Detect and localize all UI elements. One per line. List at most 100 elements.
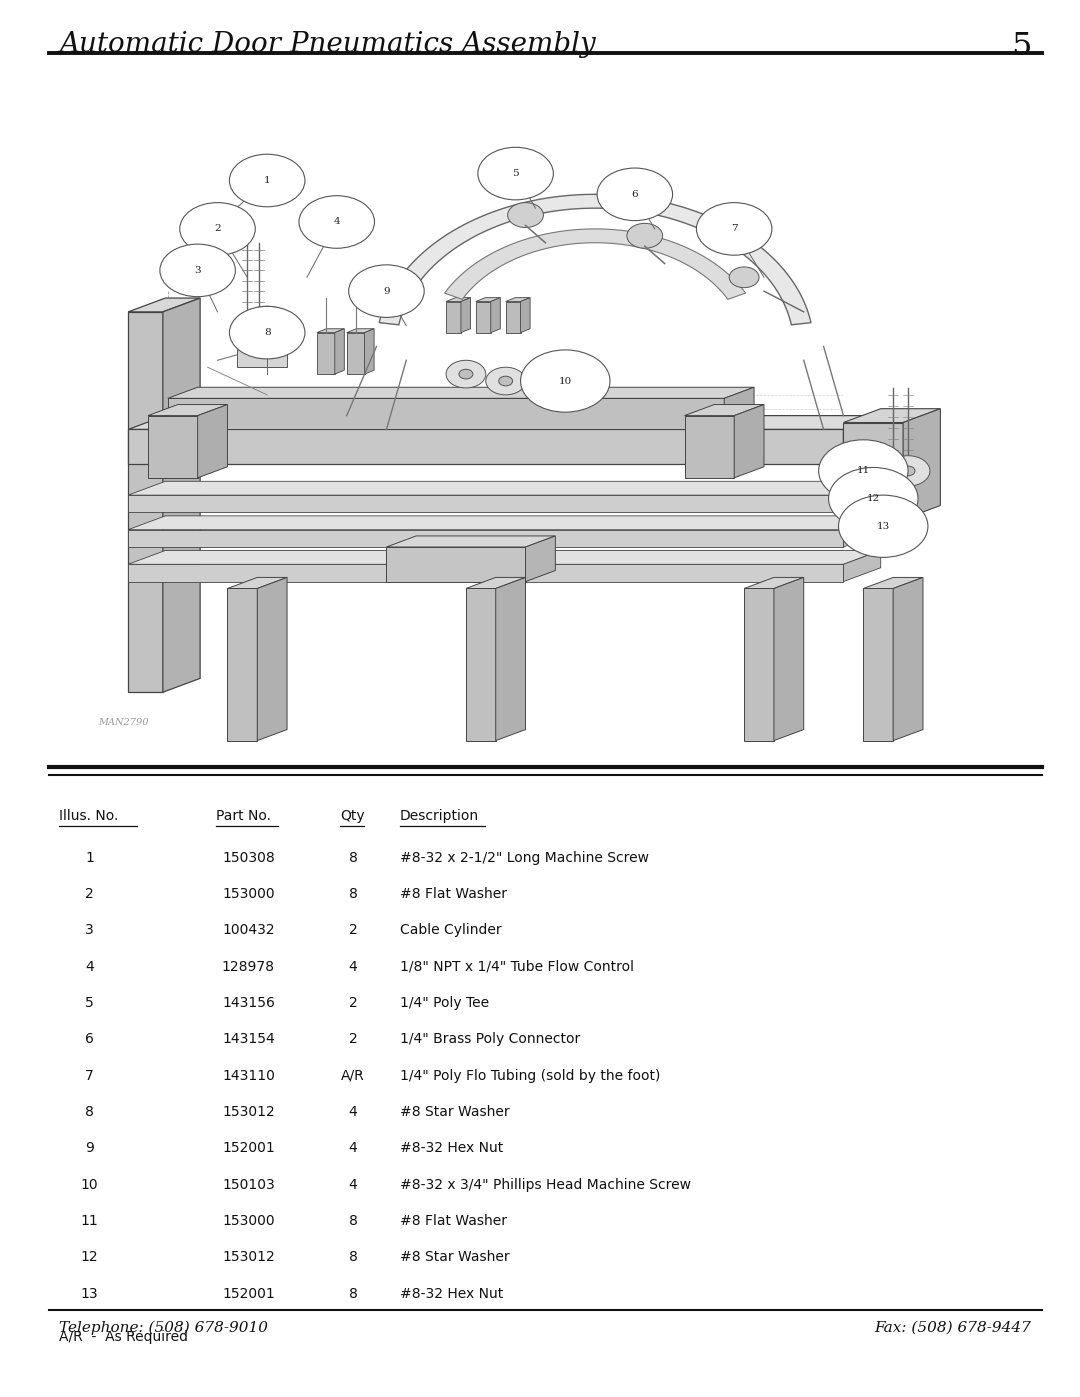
Text: #8 Flat Washer: #8 Flat Washer (400, 1214, 507, 1228)
Text: 8: 8 (349, 1250, 357, 1264)
Text: 128978: 128978 (221, 960, 275, 974)
Polygon shape (198, 405, 228, 478)
Circle shape (446, 360, 486, 388)
Circle shape (486, 367, 526, 395)
Text: 152001: 152001 (222, 1141, 274, 1155)
Circle shape (626, 224, 663, 249)
Polygon shape (129, 515, 881, 529)
Text: Telephone: (508) 678-9010: Telephone: (508) 678-9010 (59, 1320, 269, 1334)
Text: #8 Star Washer: #8 Star Washer (400, 1105, 510, 1119)
Circle shape (349, 265, 424, 317)
Polygon shape (129, 550, 881, 564)
Circle shape (819, 440, 908, 502)
Text: 2: 2 (349, 923, 357, 937)
Polygon shape (744, 577, 804, 588)
Polygon shape (445, 229, 745, 299)
Polygon shape (347, 328, 374, 332)
Polygon shape (734, 405, 764, 478)
Polygon shape (228, 577, 287, 588)
Text: 5: 5 (85, 996, 94, 1010)
Polygon shape (893, 577, 923, 740)
Text: 153012: 153012 (222, 1250, 274, 1264)
Text: 5: 5 (1011, 31, 1031, 61)
Circle shape (521, 349, 610, 412)
Text: 12: 12 (81, 1250, 98, 1264)
Text: 1/4" Poly Flo Tubing (sold by the foot): 1/4" Poly Flo Tubing (sold by the foot) (400, 1069, 660, 1083)
Text: Automatic Door Pneumatics Assembly: Automatic Door Pneumatics Assembly (59, 31, 596, 57)
Polygon shape (774, 577, 804, 740)
Text: 143154: 143154 (222, 1032, 274, 1046)
Text: 152001: 152001 (222, 1287, 274, 1301)
Text: 11: 11 (81, 1214, 98, 1228)
Text: 3: 3 (194, 265, 201, 275)
Circle shape (299, 196, 375, 249)
Polygon shape (744, 588, 774, 740)
Polygon shape (843, 482, 881, 513)
Polygon shape (129, 495, 843, 513)
Text: 150103: 150103 (222, 1178, 274, 1192)
Text: 3: 3 (85, 923, 94, 937)
Text: 9: 9 (85, 1141, 94, 1155)
Polygon shape (476, 298, 500, 302)
Text: A/R: A/R (341, 1069, 365, 1083)
Text: 1/8" NPT x 1/4" Tube Flow Control: 1/8" NPT x 1/4" Tube Flow Control (400, 960, 634, 974)
Text: 153000: 153000 (222, 1214, 274, 1228)
Text: 8: 8 (349, 851, 357, 865)
Polygon shape (167, 398, 725, 429)
Polygon shape (521, 298, 530, 332)
Polygon shape (129, 564, 843, 581)
Text: 1: 1 (85, 851, 94, 865)
Polygon shape (129, 482, 881, 495)
Circle shape (240, 306, 295, 345)
Polygon shape (685, 405, 764, 416)
Polygon shape (446, 302, 461, 332)
Polygon shape (129, 529, 843, 548)
Text: 11: 11 (856, 467, 870, 475)
Text: 10: 10 (81, 1178, 98, 1192)
Circle shape (229, 306, 305, 359)
Text: 4: 4 (349, 1105, 357, 1119)
Polygon shape (387, 548, 526, 581)
Text: 10: 10 (558, 377, 572, 386)
Polygon shape (446, 298, 471, 302)
Text: Fax: (508) 678-9447: Fax: (508) 678-9447 (875, 1320, 1031, 1334)
Polygon shape (316, 332, 335, 374)
Text: Cable Cylinder: Cable Cylinder (400, 923, 501, 937)
Polygon shape (238, 346, 287, 367)
Text: 8: 8 (349, 1214, 357, 1228)
Polygon shape (228, 588, 257, 740)
Polygon shape (843, 416, 881, 464)
Text: 5: 5 (512, 169, 518, 177)
Text: A/R  -  As Required: A/R - As Required (59, 1330, 188, 1344)
Circle shape (828, 468, 918, 529)
Text: 1: 1 (264, 176, 270, 184)
Text: 4: 4 (349, 1178, 357, 1192)
Polygon shape (863, 577, 923, 588)
Text: 8: 8 (85, 1105, 94, 1119)
Circle shape (887, 467, 900, 476)
Circle shape (697, 203, 772, 256)
Polygon shape (505, 298, 530, 302)
Polygon shape (461, 298, 471, 332)
Text: 1/4" Poly Tee: 1/4" Poly Tee (400, 996, 489, 1010)
Polygon shape (347, 332, 365, 374)
Polygon shape (148, 405, 228, 416)
Text: 7: 7 (731, 225, 738, 233)
Polygon shape (843, 550, 881, 581)
Circle shape (229, 154, 305, 207)
Text: 7: 7 (85, 1069, 94, 1083)
Polygon shape (725, 387, 754, 429)
Text: 1/4" Brass Poly Connector: 1/4" Brass Poly Connector (400, 1032, 580, 1046)
Circle shape (477, 147, 553, 200)
Polygon shape (843, 422, 903, 520)
Circle shape (838, 495, 928, 557)
Polygon shape (148, 416, 198, 478)
Text: 6: 6 (85, 1032, 94, 1046)
Text: 153012: 153012 (222, 1105, 274, 1119)
Circle shape (508, 203, 543, 228)
Polygon shape (163, 298, 200, 693)
Circle shape (258, 320, 276, 332)
Polygon shape (465, 577, 526, 588)
Text: Part No.: Part No. (216, 809, 271, 823)
Text: 8: 8 (264, 328, 270, 337)
